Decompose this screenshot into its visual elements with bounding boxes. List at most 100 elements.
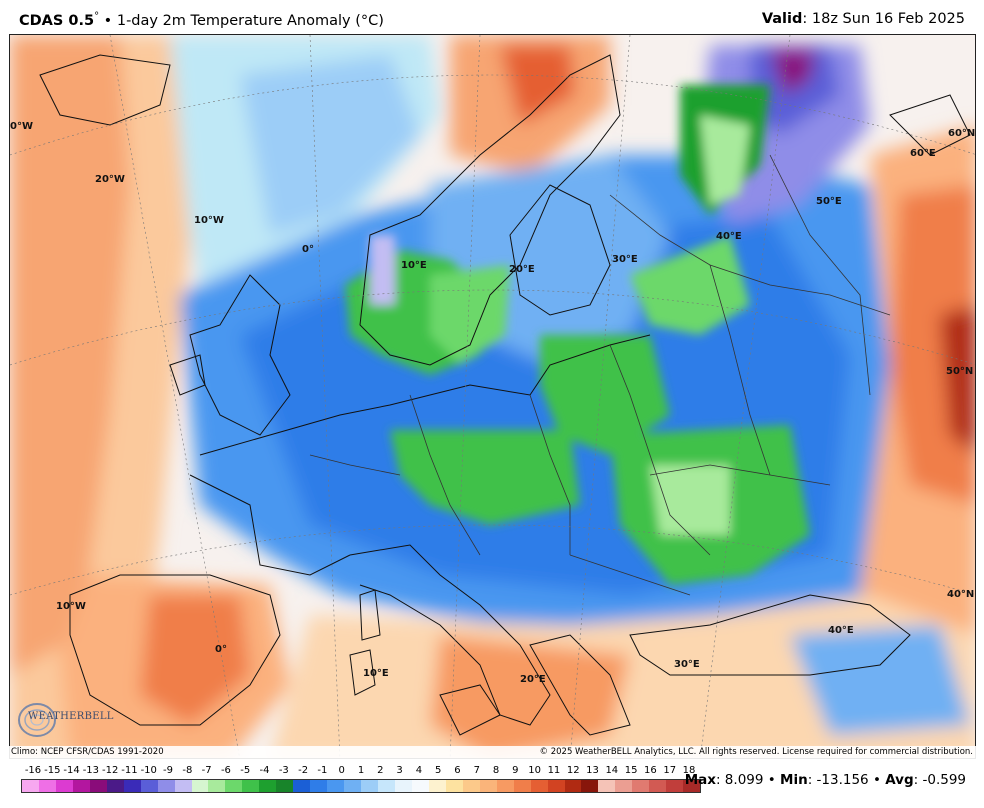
colorbar-tick-label: -14 <box>63 765 80 776</box>
valid-label: Valid <box>761 11 803 27</box>
colorbar-tick-label: 3 <box>396 765 403 776</box>
colorbar-tick-label: -7 <box>201 765 212 776</box>
header: CDAS 0.5° • 1-day 2m Temperature Anomaly… <box>0 0 984 34</box>
colorbar-swatch <box>225 780 243 792</box>
valid-value: : 18z Sun 16 Feb 2025 <box>802 11 965 27</box>
colorbar-tick-label: 14 <box>605 765 619 776</box>
colorbar-tick-label: 17 <box>663 765 677 776</box>
colorbar-swatch <box>327 780 345 792</box>
colorbar-swatches <box>21 779 701 793</box>
lon-label: 0°W <box>10 121 33 132</box>
colorbar-tick-label: 11 <box>547 765 561 776</box>
colorbar-swatch <box>140 780 158 792</box>
lon-label: 30°E <box>674 659 700 670</box>
lon-label: 20°E <box>520 674 546 685</box>
avg-value: : -0.599 <box>913 772 966 788</box>
lat-label: 40°N <box>947 589 975 600</box>
lon-label: 20°E <box>509 264 535 275</box>
graticule <box>10 35 975 758</box>
colorbar-swatch <box>22 780 39 792</box>
title-text: • 1-day 2m Temperature Anomaly (°C) <box>99 12 384 29</box>
colorbar-tick-label: -11 <box>121 765 138 776</box>
colorbar-swatch <box>242 780 260 792</box>
colorbar-swatch <box>157 780 175 792</box>
colorbar-tick-label: 18 <box>682 765 696 776</box>
colorbar-swatch <box>666 780 684 792</box>
lon-label: 10°E <box>401 260 427 271</box>
map-canvas <box>10 35 975 758</box>
max-label: Max <box>684 772 716 788</box>
colorbar-tick-label: 1 <box>357 765 365 776</box>
anomaly-map: 0°W 20°W 10°W 0° 10°E 20°E 30°E 40°E 50°… <box>9 34 976 759</box>
colorbar-swatch <box>428 780 446 792</box>
coastlines <box>39 54 971 736</box>
stats-summary: Max: 8.099 • Min: -13.156 • Avg: -0.599 <box>685 772 966 788</box>
colorbar-swatch <box>55 780 73 792</box>
colorbar-tick-label: -6 <box>220 765 231 776</box>
anomaly-field <box>10 35 975 758</box>
colorbar-legend: -16 -15 -14 -13 -12 -11 -10 -9 -8 -7 -6 -5 -4 -3 -2 -1 0… <box>21 765 701 795</box>
model-name: CDAS 0.5 <box>19 12 95 29</box>
colorbar-swatch <box>496 780 514 792</box>
colorbar-swatch <box>276 780 294 792</box>
lon-label: 0° <box>215 644 227 655</box>
max-value: : 8.099 <box>715 772 764 788</box>
lon-label: 20°W <box>95 174 125 185</box>
colorbar-swatch <box>361 780 379 792</box>
weatherbell-logo: WEATHERBELL <box>15 699 113 741</box>
colorbar-swatch <box>378 780 395 792</box>
stats-separator: • <box>868 772 886 788</box>
lon-label: 0° <box>302 244 314 255</box>
map-title: CDAS 0.5° • 1-day 2m Temperature Anomaly… <box>19 11 384 29</box>
colorbar-swatch <box>106 780 124 792</box>
colorbar-tick-label: 13 <box>586 765 599 776</box>
country-borders <box>309 154 891 596</box>
colorbar-tick-label: -12 <box>102 765 119 776</box>
colorbar-ticks: -16 -15 -14 -13 -12 -11 -10 -9 -8 -7 -6 -5 -4 -3 -2 -1 0… <box>21 765 701 779</box>
colorbar-tick-label: 8 <box>492 765 500 776</box>
lon-label: 10°W <box>194 215 224 226</box>
logo-text: WEATHERBELL <box>28 711 114 722</box>
colorbar-tick-label: -2 <box>298 765 309 776</box>
logo-swirl-icon <box>18 703 56 737</box>
colorbar-swatch <box>479 780 497 792</box>
climo-note: Climo: NCEP CFSR/CDAS 1991-2020 <box>11 747 164 757</box>
colorbar-tick-label: -4 <box>259 765 270 776</box>
colorbar-swatch <box>530 780 548 792</box>
colorbar-swatch <box>394 780 412 792</box>
colorbar-swatch <box>462 780 480 792</box>
lon-label: 50°E <box>816 196 842 207</box>
colorbar-swatch <box>38 780 56 792</box>
colorbar-swatch <box>632 780 650 792</box>
colorbar-tick-label: -3 <box>278 765 289 776</box>
colorbar-swatch <box>513 780 531 792</box>
lat-label: 50°N <box>946 366 974 377</box>
colorbar-swatch <box>411 780 429 792</box>
colorbar-swatch <box>208 780 226 792</box>
colorbar-tick-label: 4 <box>415 765 423 776</box>
colorbar-swatch <box>344 780 362 792</box>
min-label: Min <box>780 772 808 788</box>
colorbar-tick-label: -9 <box>163 765 174 776</box>
lon-label: 40°E <box>828 625 854 636</box>
colorbar-swatch <box>123 780 141 792</box>
colorbar-swatch <box>310 780 328 792</box>
colorbar-tick-label: -15 <box>44 765 61 776</box>
colorbar-swatch <box>581 780 599 792</box>
valid-time: Valid: 18z Sun 16 Feb 2025 <box>762 11 965 27</box>
colorbar-swatch <box>174 780 192 792</box>
colorbar-tick-label: 10 <box>528 765 542 776</box>
lat-label: 60°N <box>948 128 976 139</box>
colorbar-swatch <box>615 780 633 792</box>
lon-label: 40°E <box>716 231 742 242</box>
lon-label: 30°E <box>612 254 638 265</box>
colorbar-swatch <box>293 780 311 792</box>
colorbar-tick-label: -1 <box>317 765 328 776</box>
lon-label: 10°E <box>363 668 389 679</box>
colorbar-tick-label: 9 <box>512 765 519 776</box>
credits-bar: Climo: NCEP CFSR/CDAS 1991-2020 © 2025 W… <box>9 746 976 760</box>
colorbar-tick-label: -13 <box>82 765 100 776</box>
colorbar-swatch <box>259 780 277 792</box>
cold-green-areas <box>345 85 810 585</box>
colorbar-swatch <box>649 780 667 792</box>
